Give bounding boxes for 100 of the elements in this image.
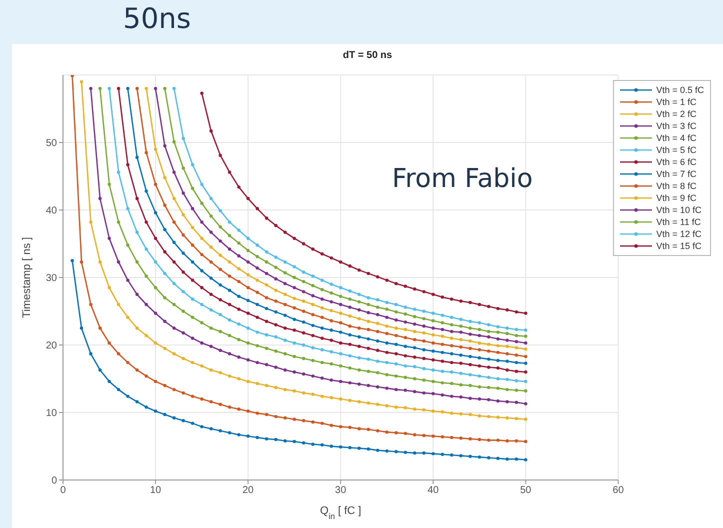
- point: [496, 325, 500, 328]
- point: [256, 436, 259, 440]
- point: [376, 322, 380, 325]
- point: [385, 373, 388, 376]
- point: [292, 370, 296, 374]
- point: [292, 296, 296, 300]
- point: [366, 311, 370, 314]
- point: [190, 226, 194, 230]
- point: [440, 328, 444, 332]
- point: [358, 308, 361, 312]
- point: [144, 190, 148, 193]
- point: [459, 345, 463, 349]
- point: [404, 450, 407, 454]
- point: [348, 446, 352, 450]
- point: [413, 408, 416, 411]
- point: [311, 392, 314, 396]
- point: [154, 86, 158, 90]
- point: [154, 286, 158, 290]
- point: [89, 302, 92, 306]
- y-tick-label: 0: [51, 476, 58, 487]
- point: [108, 341, 111, 345]
- point: [190, 316, 194, 319]
- point: [478, 334, 482, 338]
- x-tick-label: 30: [335, 485, 347, 496]
- point: [450, 453, 454, 457]
- point: [116, 170, 120, 174]
- point: [144, 248, 148, 251]
- point: [172, 326, 176, 330]
- point: [524, 362, 528, 365]
- point: [330, 308, 333, 312]
- point: [432, 434, 435, 438]
- point: [190, 244, 194, 247]
- point: [135, 156, 139, 159]
- point: [144, 302, 148, 306]
- point: [126, 86, 130, 90]
- point: [432, 349, 435, 353]
- point: [320, 360, 324, 364]
- point: [394, 318, 398, 322]
- point: [182, 166, 185, 170]
- point: [506, 344, 509, 348]
- point: [154, 410, 158, 413]
- point: [154, 260, 158, 264]
- point: [348, 426, 352, 429]
- point: [506, 332, 509, 336]
- point: [487, 330, 490, 334]
- point: [144, 151, 148, 154]
- point: [283, 230, 287, 234]
- y-tick-label: 40: [46, 206, 58, 217]
- point: [182, 331, 185, 334]
- point: [209, 344, 213, 348]
- point: [182, 391, 185, 395]
- point: [487, 386, 490, 390]
- point: [330, 300, 333, 304]
- point: [376, 339, 380, 343]
- point: [126, 244, 130, 247]
- point: [218, 330, 222, 334]
- legend-label: Vth = 9 fC: [656, 192, 696, 204]
- point: [237, 241, 240, 245]
- point: [348, 264, 352, 268]
- point: [394, 406, 398, 409]
- point: [256, 316, 259, 319]
- point: [376, 448, 380, 452]
- point: [283, 368, 287, 372]
- point: [154, 380, 158, 384]
- point: [514, 439, 518, 442]
- point: [302, 290, 306, 294]
- point: [422, 331, 426, 334]
- point: [524, 347, 528, 351]
- point: [311, 346, 314, 350]
- point: [478, 356, 482, 360]
- point: [385, 360, 388, 364]
- point: [190, 360, 194, 364]
- point: [292, 318, 296, 321]
- point: [376, 360, 380, 363]
- point: [422, 317, 426, 320]
- point: [487, 349, 490, 353]
- point: [264, 272, 268, 276]
- point: [264, 296, 268, 300]
- point: [358, 446, 361, 450]
- point: [413, 377, 416, 380]
- legend-label: Vth = 8 fC: [656, 180, 696, 192]
- point: [413, 330, 416, 334]
- point: [302, 300, 306, 303]
- point: [80, 326, 84, 330]
- point: [514, 416, 518, 420]
- point: [246, 248, 250, 252]
- point: [209, 292, 213, 296]
- point: [292, 236, 296, 240]
- point: [376, 313, 380, 316]
- point: [478, 348, 482, 352]
- point: [487, 376, 490, 379]
- point: [246, 273, 250, 276]
- point: [339, 341, 342, 345]
- point: [172, 240, 176, 244]
- point: [182, 136, 185, 140]
- point: [163, 320, 166, 323]
- point: [413, 356, 416, 359]
- point: [228, 170, 232, 174]
- point: [172, 196, 176, 200]
- point: [283, 439, 287, 442]
